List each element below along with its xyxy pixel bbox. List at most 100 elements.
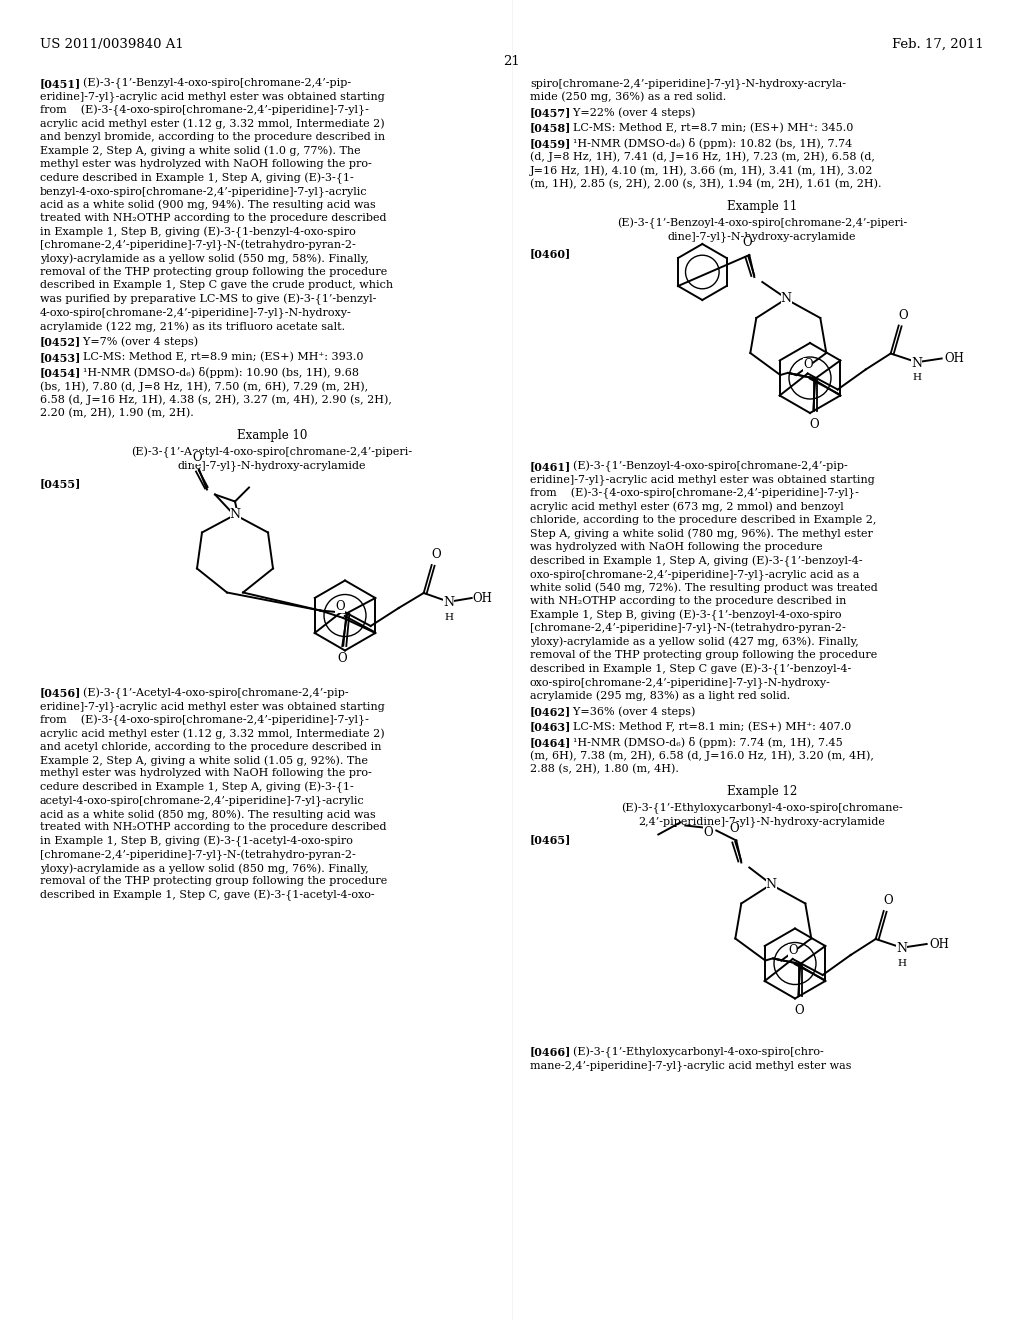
Text: 21: 21 [504,55,520,69]
Text: eridine]-7-yl}-acrylic acid methyl ester was obtained starting: eridine]-7-yl}-acrylic acid methyl ester… [530,474,874,486]
Text: [0462]: [0462] [530,706,571,717]
Text: yloxy)-acrylamide as a yellow solid (550 mg, 58%). Finally,: yloxy)-acrylamide as a yellow solid (550… [40,253,369,264]
Text: chloride, according to the procedure described in Example 2,: chloride, according to the procedure des… [530,515,877,525]
Text: was hydrolyzed with NaOH following the procedure: was hydrolyzed with NaOH following the p… [530,543,822,552]
Text: Example 11: Example 11 [727,201,797,213]
Text: H: H [897,958,906,968]
Text: O: O [742,236,752,249]
Text: (d, J=8 Hz, 1H), 7.41 (d, J=16 Hz, 1H), 7.23 (m, 2H), 6.58 (d,: (d, J=8 Hz, 1H), 7.41 (d, J=16 Hz, 1H), … [530,152,874,162]
Text: and acetyl chloride, according to the procedure described in: and acetyl chloride, according to the pr… [40,742,382,751]
Text: N: N [896,942,907,956]
Text: removal of the THP protecting group following the procedure: removal of the THP protecting group foll… [40,876,387,887]
Text: Y=36% (over 4 steps): Y=36% (over 4 steps) [566,706,695,717]
Text: [0463]: [0463] [530,722,571,733]
Text: eridine]-7-yl}-acrylic acid methyl ester was obtained starting: eridine]-7-yl}-acrylic acid methyl ester… [40,91,385,102]
Text: [0455]: [0455] [40,478,81,488]
Text: O: O [804,358,813,371]
Text: [chromane-2,4’-piperidine]-7-yl}-N-(tetrahydro-pyran-2-: [chromane-2,4’-piperidine]-7-yl}-N-(tetr… [530,623,846,635]
Text: from    (E)-3-{4-oxo-spiro[chromane-2,4’-piperidine]-7-yl}-: from (E)-3-{4-oxo-spiro[chromane-2,4’-pi… [40,714,369,726]
Text: ¹H-NMR (DMSO-d₆) δ (ppm): 10.82 (bs, 1H), 7.74: ¹H-NMR (DMSO-d₆) δ (ppm): 10.82 (bs, 1H)… [566,139,852,149]
Text: oxo-spiro[chromane-2,4’-piperidine]-7-yl}-acrylic acid as a: oxo-spiro[chromane-2,4’-piperidine]-7-yl… [530,569,859,579]
Text: Example 2, Step A, giving a white solid (1.05 g, 92%). The: Example 2, Step A, giving a white solid … [40,755,368,766]
Text: N: N [766,878,777,891]
Text: [0466]: [0466] [530,1047,571,1057]
Text: acrylic acid methyl ester (673 mg, 2 mmol) and benzoyl: acrylic acid methyl ester (673 mg, 2 mmo… [530,502,844,512]
Text: Example 12: Example 12 [727,785,797,799]
Text: mide (250 mg, 36%) as a red solid.: mide (250 mg, 36%) as a red solid. [530,91,726,102]
Text: described in Example 1, Step C, gave (E)-3-{1-acetyl-4-oxo-: described in Example 1, Step C, gave (E)… [40,890,375,902]
Text: [0464]: [0464] [530,737,571,748]
Text: N: N [443,597,455,610]
Text: Step A, giving a white solid (780 mg, 96%). The methyl ester: Step A, giving a white solid (780 mg, 96… [530,528,872,539]
Text: acrylic acid methyl ester (1.12 g, 3.32 mmol, Intermediate 2): acrylic acid methyl ester (1.12 g, 3.32 … [40,729,385,739]
Text: N: N [911,356,923,370]
Text: N: N [229,508,241,521]
Text: [0457]: [0457] [530,107,571,117]
Text: J=16 Hz, 1H), 4.10 (m, 1H), 3.66 (m, 1H), 3.41 (m, 1H), 3.02: J=16 Hz, 1H), 4.10 (m, 1H), 3.66 (m, 1H)… [530,165,873,176]
Text: methyl ester was hydrolyzed with NaOH following the pro-: methyl ester was hydrolyzed with NaOH fo… [40,768,372,779]
Text: H: H [912,374,922,381]
Text: Example 1, Step B, giving (E)-3-{1’-benzoyl-4-oxo-spiro: Example 1, Step B, giving (E)-3-{1’-benz… [530,610,842,620]
Text: [0460]: [0460] [530,248,571,260]
Text: [0453]: [0453] [40,352,81,363]
Text: (E)-3-{1’-Benzoyl-4-oxo-spiro[chromane-2,4’-pip-: (E)-3-{1’-Benzoyl-4-oxo-spiro[chromane-2… [566,461,848,473]
Text: O: O [431,549,440,561]
Text: removal of the THP protecting group following the procedure: removal of the THP protecting group foll… [530,649,878,660]
Text: (E)-3-{1’-Acetyl-4-oxo-spiro[chromane-2,4’-piperi-: (E)-3-{1’-Acetyl-4-oxo-spiro[chromane-2,… [131,447,413,458]
Text: LC-MS: Method E, rt=8.9 min; (ES+) MH⁺: 393.0: LC-MS: Method E, rt=8.9 min; (ES+) MH⁺: … [76,352,364,363]
Text: white solid (540 mg, 72%). The resulting product was treated: white solid (540 mg, 72%). The resulting… [530,582,878,593]
Text: OH: OH [930,937,949,950]
Text: O: O [193,451,202,465]
Text: with NH₂OTHP according to the procedure described in: with NH₂OTHP according to the procedure … [530,597,847,606]
Text: described in Example 1, Step C gave the crude product, which: described in Example 1, Step C gave the … [40,281,393,290]
Text: US 2011/0039840 A1: US 2011/0039840 A1 [40,38,183,51]
Text: [chromane-2,4’-piperidine]-7-yl}-N-(tetrahydro-pyran-2-: [chromane-2,4’-piperidine]-7-yl}-N-(tetr… [40,240,355,251]
Text: [0461]: [0461] [530,461,571,473]
Text: 2,4’-piperidine]-7-yl}-N-hydroxy-acrylamide: 2,4’-piperidine]-7-yl}-N-hydroxy-acrylam… [639,817,886,828]
Text: (bs, 1H), 7.80 (d, J=8 Hz, 1H), 7.50 (m, 6H), 7.29 (m, 2H),: (bs, 1H), 7.80 (d, J=8 Hz, 1H), 7.50 (m,… [40,381,368,392]
Text: spiro[chromane-2,4’-piperidine]-7-yl}-N-hydroxy-acryla-: spiro[chromane-2,4’-piperidine]-7-yl}-N-… [530,78,846,88]
Text: acrylic acid methyl ester (1.12 g, 3.32 mmol, Intermediate 2): acrylic acid methyl ester (1.12 g, 3.32 … [40,119,385,129]
Text: O: O [338,652,347,665]
Text: O: O [336,599,345,612]
Text: 4-oxo-spiro[chromane-2,4’-piperidine]-7-yl}-N-hydroxy-: 4-oxo-spiro[chromane-2,4’-piperidine]-7-… [40,308,352,318]
Text: LC-MS: Method E, rt=8.7 min; (ES+) MH⁺: 345.0: LC-MS: Method E, rt=8.7 min; (ES+) MH⁺: … [566,123,853,133]
Text: O: O [788,944,798,957]
Text: N: N [781,293,792,305]
Text: Example 2, Step A, giving a white solid (1.0 g, 77%). The: Example 2, Step A, giving a white solid … [40,145,360,156]
Text: dine]-7-yl}-N-hydroxy-acrylamide: dine]-7-yl}-N-hydroxy-acrylamide [178,461,367,471]
Text: Feb. 17, 2011: Feb. 17, 2011 [892,38,984,51]
Text: acrylamide (122 mg, 21%) as its trifluoro acetate salt.: acrylamide (122 mg, 21%) as its trifluor… [40,321,345,331]
Text: O: O [795,1003,804,1016]
Text: OH: OH [473,591,493,605]
Text: Y=7% (over 4 steps): Y=7% (over 4 steps) [76,337,198,347]
Text: described in Example 1, Step A, giving (E)-3-{1’-benzoyl-4-: described in Example 1, Step A, giving (… [530,556,862,566]
Text: [0456]: [0456] [40,688,81,698]
Text: Y=22% (over 4 steps): Y=22% (over 4 steps) [566,107,695,117]
Text: [chromane-2,4’-piperidine]-7-yl}-N-(tetrahydro-pyran-2-: [chromane-2,4’-piperidine]-7-yl}-N-(tetr… [40,850,355,861]
Text: cedure described in Example 1, Step A, giving (E)-3-{1-: cedure described in Example 1, Step A, g… [40,173,353,183]
Text: mane-2,4’-piperidine]-7-yl}-acrylic acid methyl ester was: mane-2,4’-piperidine]-7-yl}-acrylic acid… [530,1060,852,1071]
Text: from    (E)-3-{4-oxo-spiro[chromane-2,4’-piperidine]-7-yl}-: from (E)-3-{4-oxo-spiro[chromane-2,4’-pi… [530,488,859,499]
Text: (E)-3-{1’-Acetyl-4-oxo-spiro[chromane-2,4’-pip-: (E)-3-{1’-Acetyl-4-oxo-spiro[chromane-2,… [76,688,348,698]
Text: LC-MS: Method F, rt=8.1 min; (ES+) MH⁺: 407.0: LC-MS: Method F, rt=8.1 min; (ES+) MH⁺: … [566,722,851,731]
Text: [0459]: [0459] [530,139,571,149]
Text: ¹H-NMR (DMSO-d₆) δ (ppm): 7.74 (m, 1H), 7.45: ¹H-NMR (DMSO-d₆) δ (ppm): 7.74 (m, 1H), … [566,737,843,748]
Text: H: H [444,612,454,622]
Text: O: O [703,826,713,840]
Text: in Example 1, Step B, giving (E)-3-{1-acetyl-4-oxo-spiro: in Example 1, Step B, giving (E)-3-{1-ac… [40,836,353,847]
Text: [0451]: [0451] [40,78,81,88]
Text: yloxy)-acrylamide as a yellow solid (427 mg, 63%). Finally,: yloxy)-acrylamide as a yellow solid (427… [530,636,859,647]
Text: (E)-3-{1’-Benzoyl-4-oxo-spiro[chromane-2,4’-piperi-: (E)-3-{1’-Benzoyl-4-oxo-spiro[chromane-2… [616,218,907,228]
Text: [0454]: [0454] [40,367,81,379]
Text: acetyl-4-oxo-spiro[chromane-2,4’-piperidine]-7-yl}-acrylic: acetyl-4-oxo-spiro[chromane-2,4’-piperid… [40,796,365,807]
Text: from    (E)-3-{4-oxo-spiro[chromane-2,4’-piperidine]-7-yl}-: from (E)-3-{4-oxo-spiro[chromane-2,4’-pi… [40,106,369,116]
Text: removal of the THP protecting group following the procedure: removal of the THP protecting group foll… [40,267,387,277]
Text: in Example 1, Step B, giving (E)-3-{1-benzyl-4-oxo-spiro: in Example 1, Step B, giving (E)-3-{1-be… [40,227,355,238]
Text: O: O [898,309,907,322]
Text: (m, 6H), 7.38 (m, 2H), 6.58 (d, J=16.0 Hz, 1H), 3.20 (m, 4H),: (m, 6H), 7.38 (m, 2H), 6.58 (d, J=16.0 H… [530,751,873,762]
Text: yloxy)-acrylamide as a yellow solid (850 mg, 76%). Finally,: yloxy)-acrylamide as a yellow solid (850… [40,863,369,874]
Text: [0458]: [0458] [530,123,571,133]
Text: methyl ester was hydrolyzed with NaOH following the pro-: methyl ester was hydrolyzed with NaOH fo… [40,158,372,169]
Text: treated with NH₂OTHP according to the procedure described: treated with NH₂OTHP according to the pr… [40,822,386,833]
